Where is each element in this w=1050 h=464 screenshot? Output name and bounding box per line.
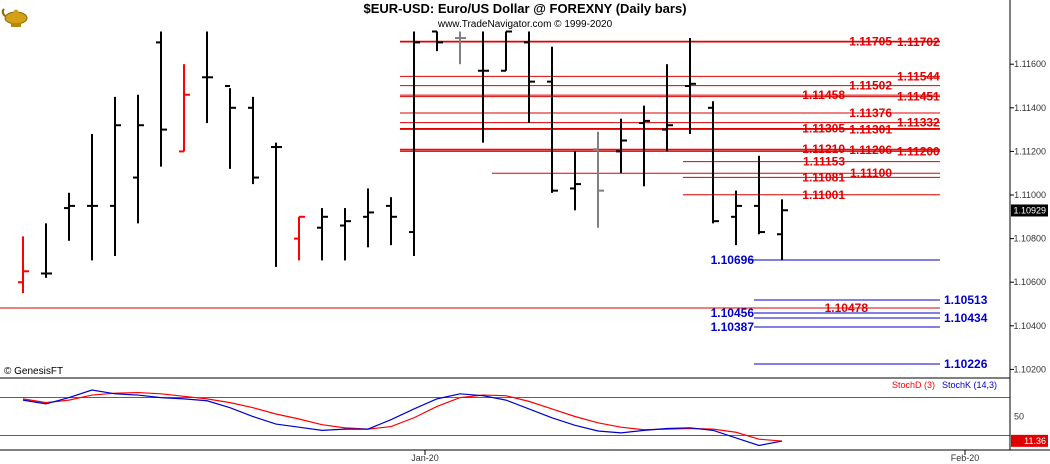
ohlc-bar [478, 31, 489, 143]
resistance-label: 1.11502 [849, 79, 892, 93]
y-tick-label: 1.11200 [1014, 146, 1046, 156]
resistance-label: 1.11301 [849, 122, 892, 136]
ohlc-bar [202, 31, 213, 124]
stochk-line [22, 389, 783, 447]
ohlc-bar [455, 31, 466, 65]
resistance-label: 1.11458 [802, 88, 845, 102]
y-tick-label: 1.10600 [1013, 277, 1046, 287]
resistance-label: 1.11544 [897, 69, 940, 83]
resistance-label: 1.11081 [802, 170, 845, 184]
y-tick-label: 1.11600 [1014, 59, 1046, 69]
ohlc-bar [524, 31, 535, 124]
y-tick-label: 1.10400 [1013, 321, 1046, 331]
resistance-label: 1.11206 [849, 143, 892, 157]
ohlc-bar [777, 199, 788, 261]
resistance-label: 1.11451 [897, 90, 940, 104]
resistance-label: 1.11200 [897, 144, 940, 158]
ohlc-bar [248, 96, 259, 185]
ohlc-bar [133, 94, 144, 224]
chart-title: $EUR-USD: Euro/US Dollar @ FOREXNY (Dail… [363, 1, 686, 16]
stoch-last-value: 11.36 [1024, 436, 1046, 446]
ohlc-bar [271, 142, 282, 267]
last-price-box [1011, 204, 1048, 217]
support-label: 1.10456 [711, 306, 755, 320]
resistance-label: 1.11705 [849, 34, 892, 48]
x-tick-jan: Jan-20 [411, 453, 439, 463]
resistance-label: 1.11100 [850, 166, 892, 180]
ohlc-bar [18, 236, 29, 294]
ohlc-bar [685, 38, 696, 134]
y-tick-label: 1.11400 [1014, 103, 1046, 113]
resistance-label: 1.11001 [802, 188, 845, 202]
ohlc-bar [616, 118, 627, 174]
resistance-label: 1.11305 [802, 122, 845, 136]
genesis-credit: © GenesisFT [4, 366, 63, 377]
ohlc-bar [179, 64, 190, 153]
resistance-label: 1.11210 [802, 142, 845, 156]
ohlc-bar [317, 208, 328, 261]
ohlc-bar [386, 197, 397, 246]
ohlc-bar [409, 31, 420, 257]
ohlc-bar [547, 46, 558, 193]
resistance-label: 1.11332 [897, 116, 940, 130]
ohlc-bar [662, 64, 673, 152]
ohlc-bar [731, 190, 742, 246]
ohlc-bar [41, 223, 52, 278]
support-label: 1.10434 [944, 311, 988, 325]
ohlc-bar [156, 31, 167, 167]
ohlc-bar [501, 30, 512, 72]
ohlc-bar [340, 208, 351, 261]
ohlc-bar [294, 215, 305, 261]
resistance-label: 1.11376 [849, 106, 892, 120]
resistance-label: 1.11702 [897, 35, 940, 49]
ohlc-bar [593, 131, 604, 228]
support-label: 1.10226 [944, 357, 988, 371]
copyright-text: www.TradeNavigator.com © 1999-2020 [437, 19, 613, 30]
genie-lamp-icon [1, 8, 28, 27]
ohlc-bar [110, 96, 121, 257]
legend-stochd: StochD (3) [892, 380, 935, 390]
y-tick-label: 1.10200 [1013, 364, 1046, 374]
resistance-label: 1.10478 [825, 301, 869, 315]
stoch-tick-50: 50 [1014, 412, 1024, 422]
ohlc-bar [432, 30, 443, 52]
support-label: 1.10387 [711, 320, 755, 334]
resistance-label: 1.11153 [803, 155, 845, 169]
ohlc-bar [64, 192, 75, 241]
support-label: 1.10513 [944, 293, 988, 307]
stoch-value-box [1011, 434, 1048, 447]
support-label: 1.10696 [711, 253, 755, 267]
ohlc-bar [754, 155, 765, 235]
last-price-label: 1.10929 [1013, 205, 1046, 215]
legend-stochk: StochK (14,3) [942, 380, 997, 390]
y-tick-label: 1.11000 [1014, 190, 1046, 200]
ohlc-bar [363, 188, 374, 248]
x-tick-feb: Feb-20 [951, 453, 980, 463]
ohlc-bar [87, 133, 98, 261]
y-tick-label: 1.10800 [1013, 234, 1046, 244]
ohlc-bar [708, 101, 719, 224]
ohlc-bar [225, 85, 236, 169]
ohlc-bar [639, 105, 650, 187]
ohlc-bar [570, 151, 581, 211]
